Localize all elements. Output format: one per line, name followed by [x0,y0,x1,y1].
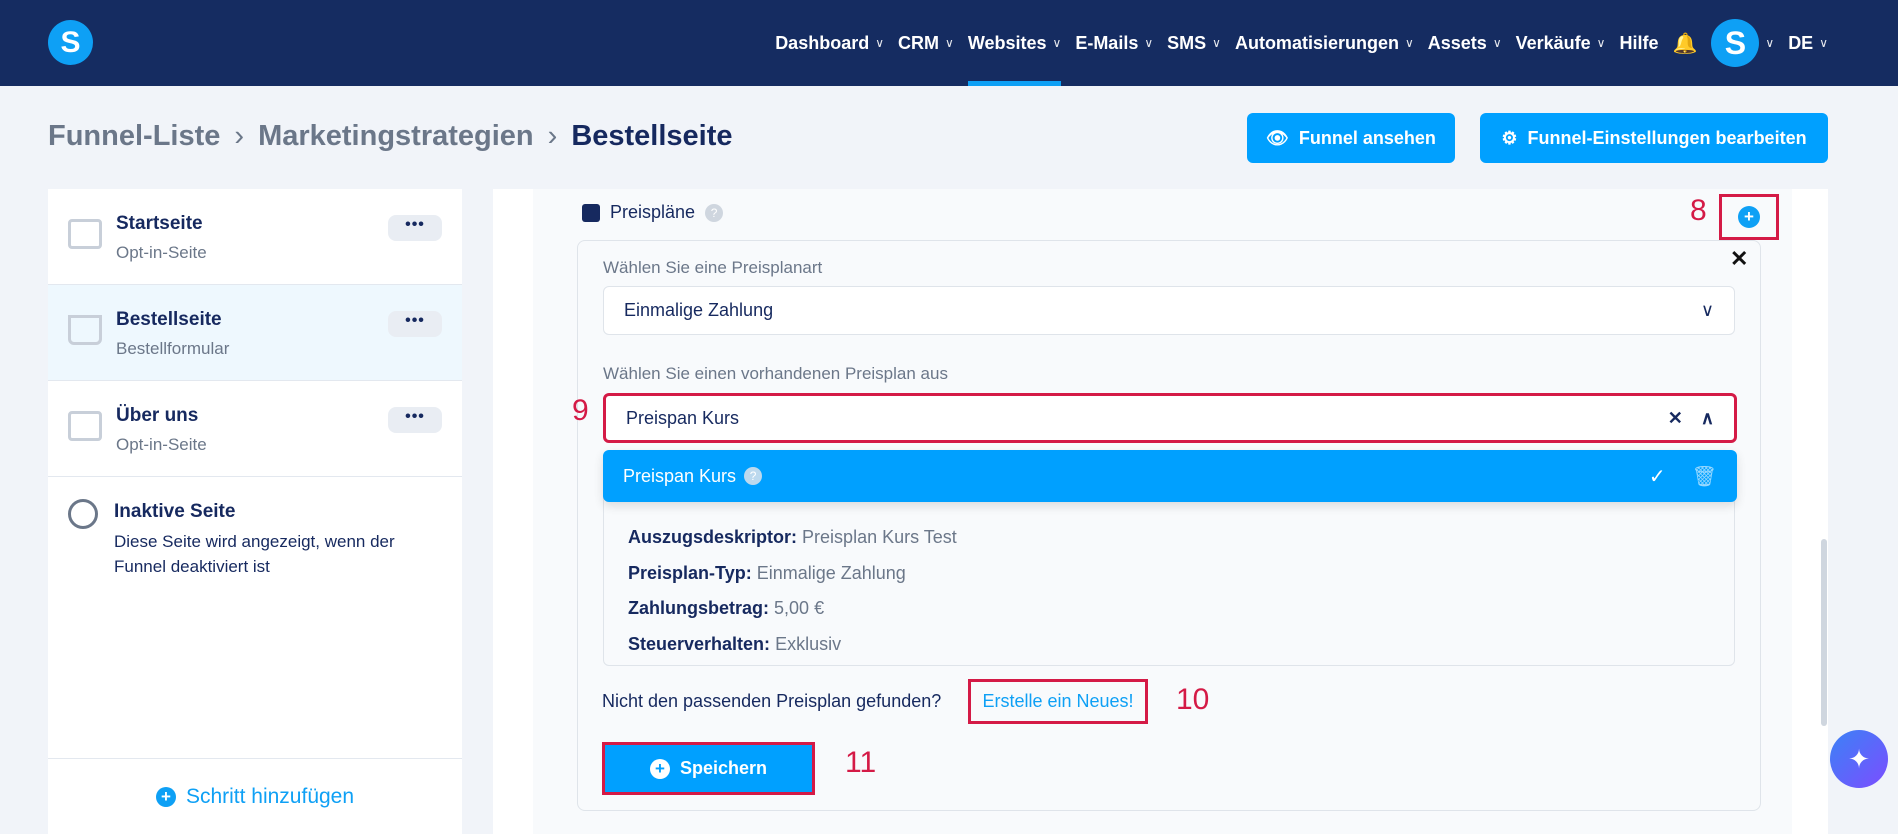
nav-crm[interactable]: CRM ∨ [898,32,954,53]
chevron-down-icon: ∨ [945,36,954,50]
save-button[interactable]: + Speichern [602,742,815,795]
eye-icon: 👁 [1266,127,1289,148]
plan-option[interactable]: Preispan Kurs? ✓ 🗑 [603,450,1737,502]
bell-icon[interactable]: 🔔 [1672,32,1698,55]
edit-funnel-settings-button[interactable]: ⚙ Funnel-Einstellungen bearbeiten [1480,113,1828,163]
app-logo[interactable]: S [48,20,93,65]
chevron-down-icon: ∨ [1144,36,1154,50]
top-nav: S Dashboard ∨ CRM ∨ Websites ∨ E-Mails ∨ SMS… [0,0,1898,86]
chevron-down-icon: ∨ [1404,36,1414,50]
annotation-8: 8 [1690,194,1707,227]
not-found-text: Nicht den passenden Preisplan gefunden? [602,691,942,711]
plus-circle-icon: + [649,758,670,779]
breadcrumb-marketingstrategien[interactable]: Marketingstrategien [258,120,534,152]
help-icon: ? [744,467,763,485]
cart-icon [68,315,102,345]
chevron-down-icon: ∨ [1700,300,1714,320]
scrollbar[interactable] [1821,539,1827,726]
view-funnel-button[interactable]: 👁 Funnel ansehen [1247,113,1455,163]
chevron-down-icon: ∨ [1212,36,1221,50]
nav-dashboard[interactable]: Dashboard ∨ [775,32,885,53]
plan-details-list: Auszugsdeskriptor: Preisplan Kurs Test P… [628,527,957,654]
nav-verkaeufe[interactable]: Verkäufe ∨ [1515,32,1606,53]
plus-circle-icon: + [1738,206,1760,228]
step-inaktive-seite[interactable]: Inaktive Seite Diese Seite wird angezeig… [48,477,462,587]
help-icon[interactable]: ? [705,203,724,222]
breadcrumb: Funnel-Liste › Marketingstrategien › Beste… [48,120,733,153]
create-new-plan-link[interactable]: Erstelle ein Neues! [968,679,1148,724]
add-step-button[interactable]: + Schritt hinzufügen [48,758,462,834]
chevron-down-icon: ∨ [1052,36,1062,50]
close-icon[interactable]: ✕ [1730,246,1749,271]
clear-icon[interactable]: ✕ [1667,407,1683,428]
page-icon [68,411,102,441]
section-title: Preispläne [610,202,696,222]
step-ueber-uns[interactable]: Über uns Opt-in-Seite ••• [48,381,462,477]
annotation-10: 10 [1176,683,1210,716]
page-icon [68,219,102,249]
nav-automatisierungen[interactable]: Automatisierungen ∨ [1234,32,1414,53]
nav-sms[interactable]: SMS ∨ [1167,32,1221,53]
chevron-down-icon: ∨ [875,36,885,50]
user-menu[interactable]: S ∨ [1711,0,1774,86]
step-bestellseite[interactable]: Bestellseite Bestellformular ••• [48,285,462,381]
ban-icon [68,499,98,529]
chevron-down-icon: ∨ [1819,36,1828,50]
chevron-down-icon: ∨ [1492,36,1502,50]
chevron-down-icon: ∨ [1596,36,1606,50]
nav-websites[interactable]: Websites ∨ [967,0,1062,86]
wallet-icon [582,203,600,222]
add-price-plan-button[interactable]: + [1719,194,1779,240]
annotation-11: 11 [845,746,877,779]
nav-hilfe[interactable]: Hilfe [1619,32,1659,53]
plus-circle-icon: + [155,786,176,807]
step-startseite[interactable]: Startseite Opt-in-Seite ••• [48,189,462,285]
plan-type-label: Wählen Sie eine Preisplanart [603,258,823,277]
check-icon: ✓ [1648,465,1666,488]
language-select[interactable]: DE ∨ [1788,32,1828,53]
more-button[interactable]: ••• [388,407,442,433]
gear-icon: ⚙ [1501,127,1518,148]
ai-assistant-button[interactable]: ✦ [1830,730,1888,788]
more-button[interactable]: ••• [388,215,442,241]
avatar: S [1711,19,1760,67]
chevron-down-icon: ∨ [1765,36,1775,50]
trash-icon[interactable]: 🗑 [1691,465,1717,488]
nav-assets[interactable]: Assets ∨ [1427,32,1502,53]
chevron-right-icon: › [547,120,558,152]
page-title: Bestellseite [571,120,733,152]
chevron-up-icon[interactable]: ∧ [1700,407,1714,428]
existing-plan-label: Wählen Sie einen vorhandenen Preisplan a… [603,364,948,383]
chevron-right-icon: › [234,120,245,152]
more-button[interactable]: ••• [388,311,442,337]
plan-type-select[interactable]: Einmalige Zahlung ∨ [603,286,1735,335]
existing-plan-input[interactable]: Preispan Kurs ✕ ∧ [603,393,1737,443]
annotation-9: 9 [572,394,589,427]
breadcrumb-funnel-liste[interactable]: Funnel-Liste [48,120,221,152]
sparkle-icon: ✦ [1848,743,1870,774]
nav-emails[interactable]: E-Mails ∨ [1075,32,1154,53]
plan-details [603,484,1735,666]
price-plan-card [577,240,1761,811]
funnel-steps-sidebar: Startseite Opt-in-Seite ••• Bestellseite Be… [48,189,462,834]
